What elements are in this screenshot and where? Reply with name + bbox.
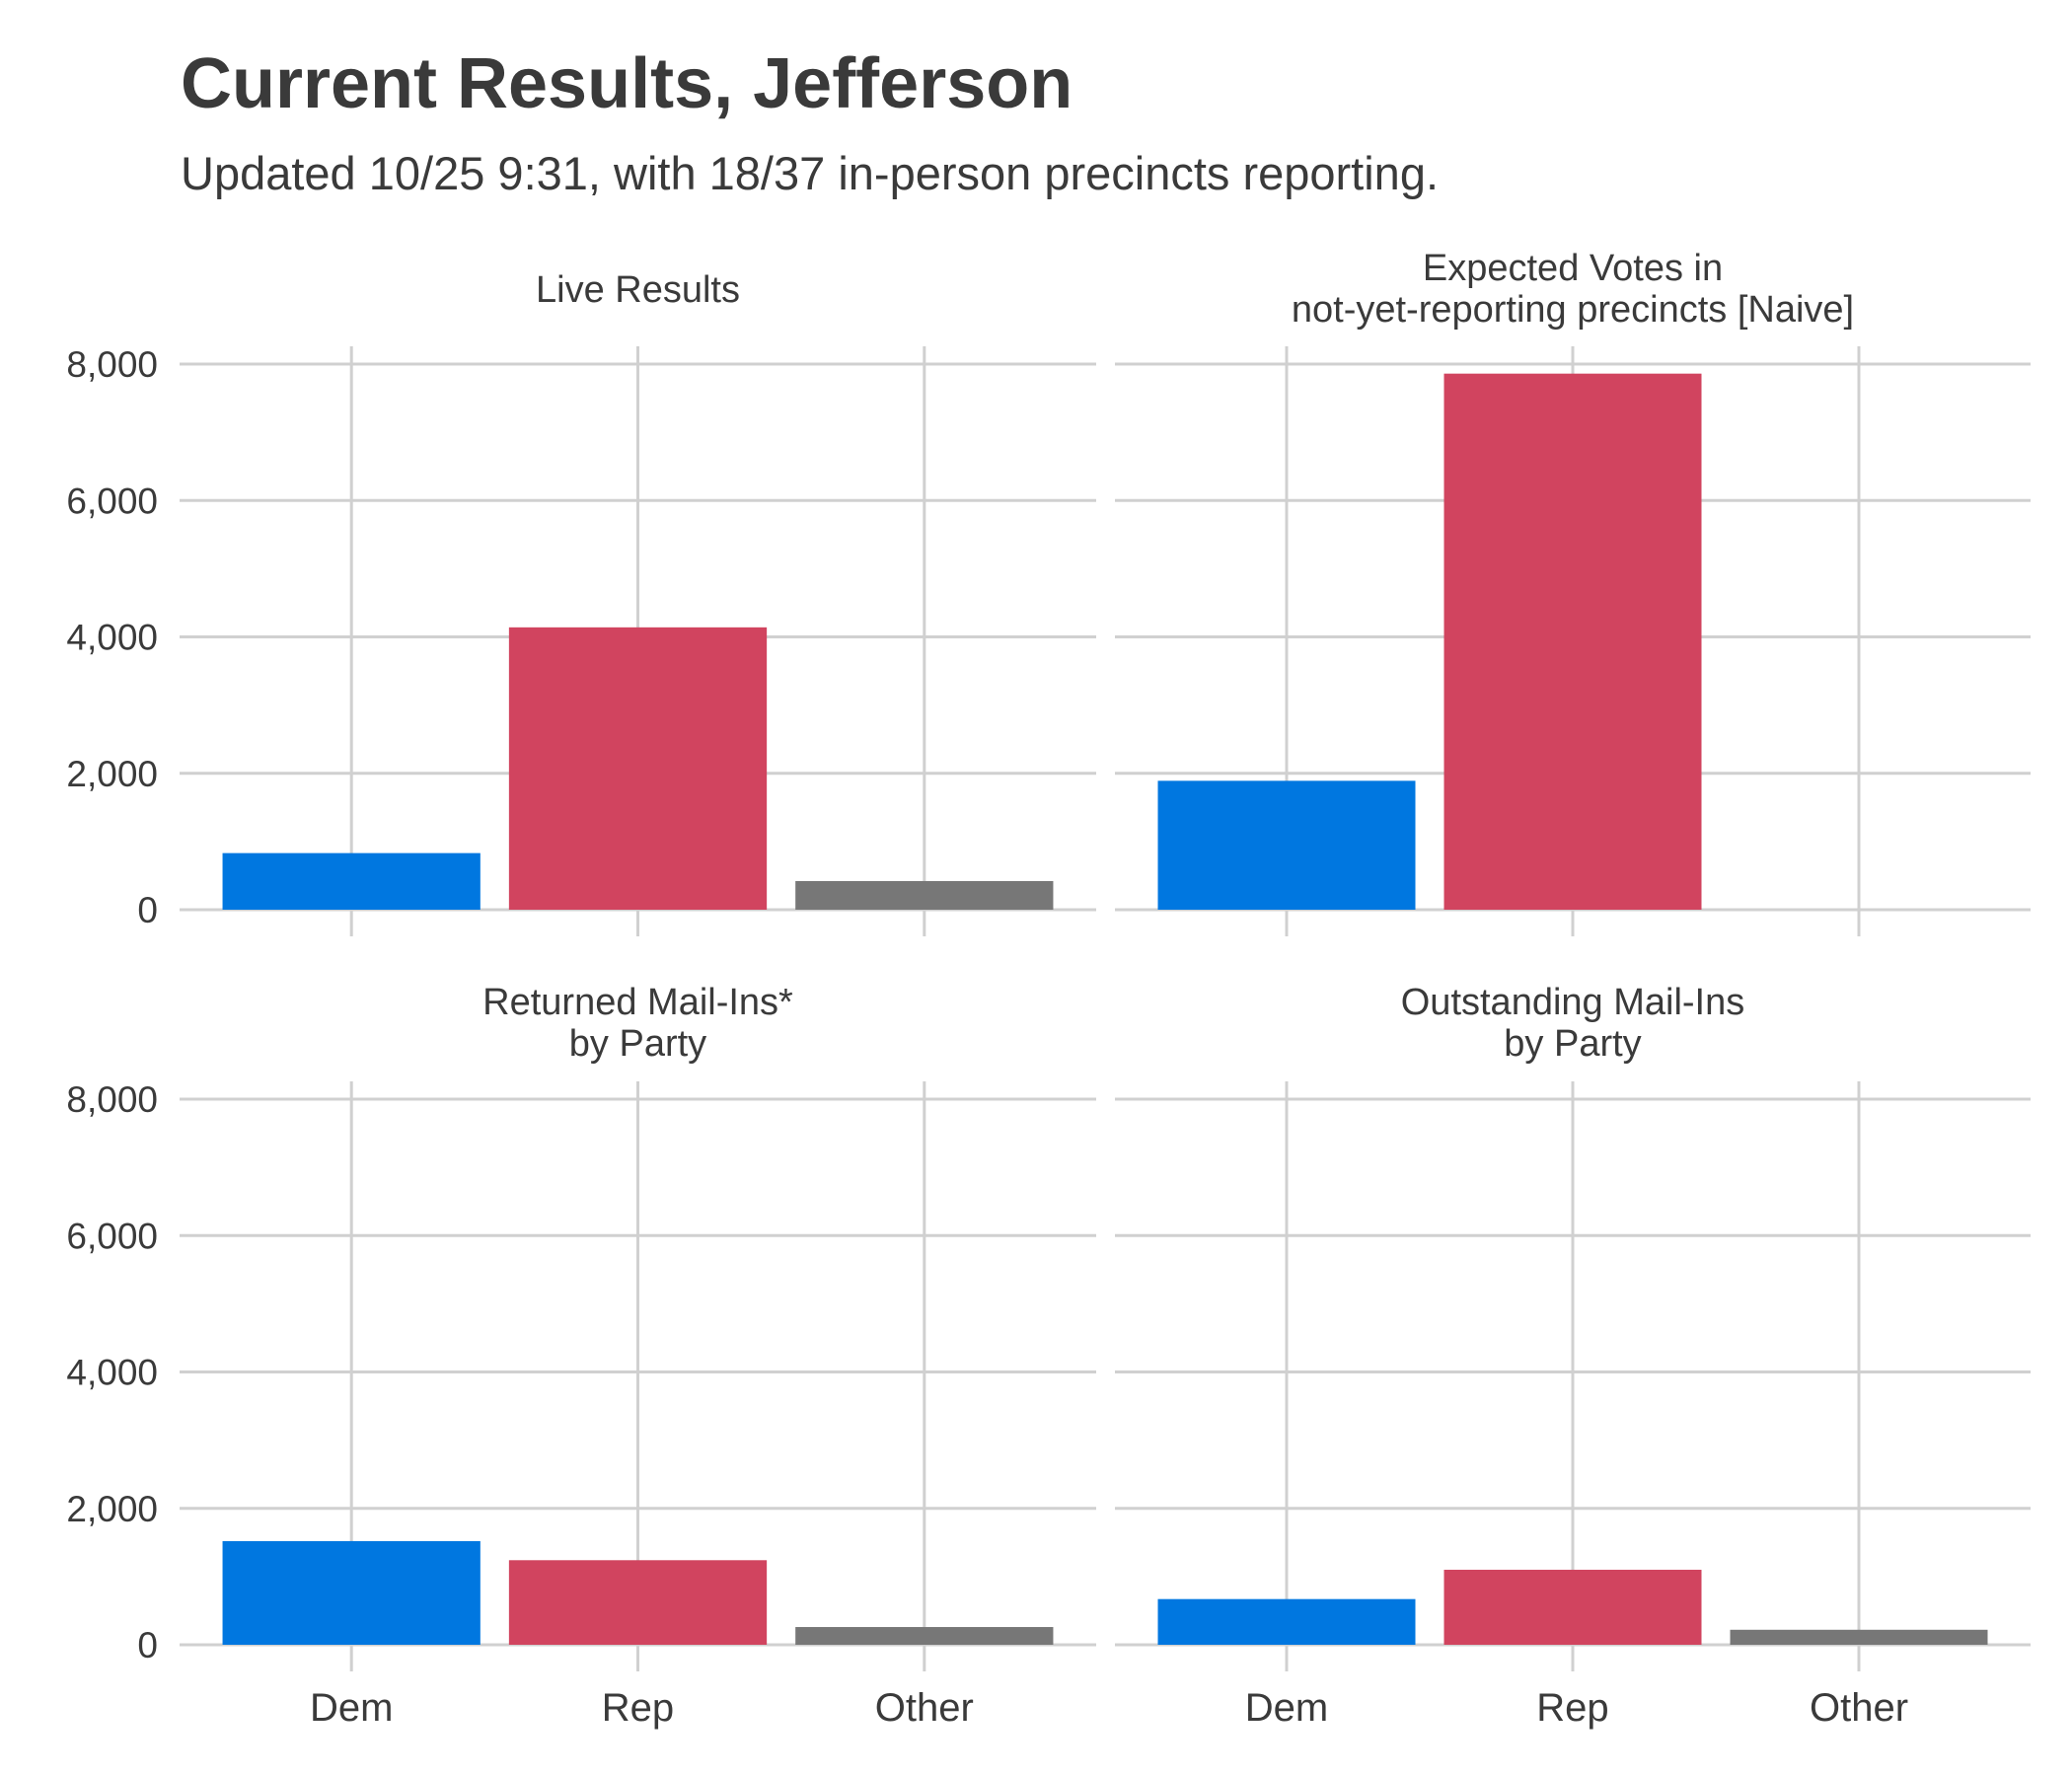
x-tick-label: Rep	[602, 1686, 674, 1730]
facet-title: by Party	[569, 1023, 706, 1065]
y-tick-label: 0	[137, 890, 158, 930]
y-tick-label: 2,000	[66, 1489, 158, 1529]
x-tick-label: Rep	[1536, 1686, 1608, 1730]
y-tick-label: 8,000	[66, 344, 158, 385]
facet-title: by Party	[1504, 1023, 1641, 1065]
facet-title: not-yet-reporting precincts [Naive]	[1292, 289, 1854, 331]
x-tick-label: Other	[875, 1686, 974, 1730]
y-tick-label: 2,000	[66, 754, 158, 794]
facet-title: Live Results	[536, 269, 740, 311]
bar-rep	[509, 1560, 767, 1645]
x-tick-label: Dem	[310, 1686, 393, 1730]
bar-rep	[1444, 374, 1702, 910]
y-tick-label: 6,000	[66, 1216, 158, 1256]
facet-title: Expected Votes in	[1423, 248, 1723, 289]
y-tick-label: 0	[137, 1625, 158, 1665]
x-tick-label: Other	[1810, 1686, 1908, 1730]
y-tick-label: 4,000	[66, 618, 158, 658]
bar-dem	[223, 1541, 481, 1645]
facet-panel-3: Returned Mail-Ins*by Party 0 2,000 4,000 6,0…	[66, 982, 1096, 1730]
y-tick-label: 6,000	[66, 481, 158, 521]
y-tick-label: 4,000	[66, 1353, 158, 1393]
bar-dem	[1158, 1599, 1416, 1645]
facet-title: Returned Mail-Ins*	[482, 982, 793, 1023]
bar-other	[1731, 1630, 1988, 1645]
bar-rep	[509, 628, 767, 910]
facet-title: Outstanding Mail-Ins	[1401, 982, 1745, 1023]
bar-other	[795, 881, 1053, 910]
bar-dem	[1158, 780, 1416, 910]
x-tick-label: Dem	[1245, 1686, 1328, 1730]
bar-other	[795, 1627, 1053, 1645]
facet-panel-1: Live Results 0 2,000 4,000 6,000 8,000	[66, 269, 1096, 936]
bar-rep	[1444, 1570, 1702, 1645]
bar-dem	[223, 853, 481, 910]
y-tick-label: 8,000	[66, 1079, 158, 1120]
